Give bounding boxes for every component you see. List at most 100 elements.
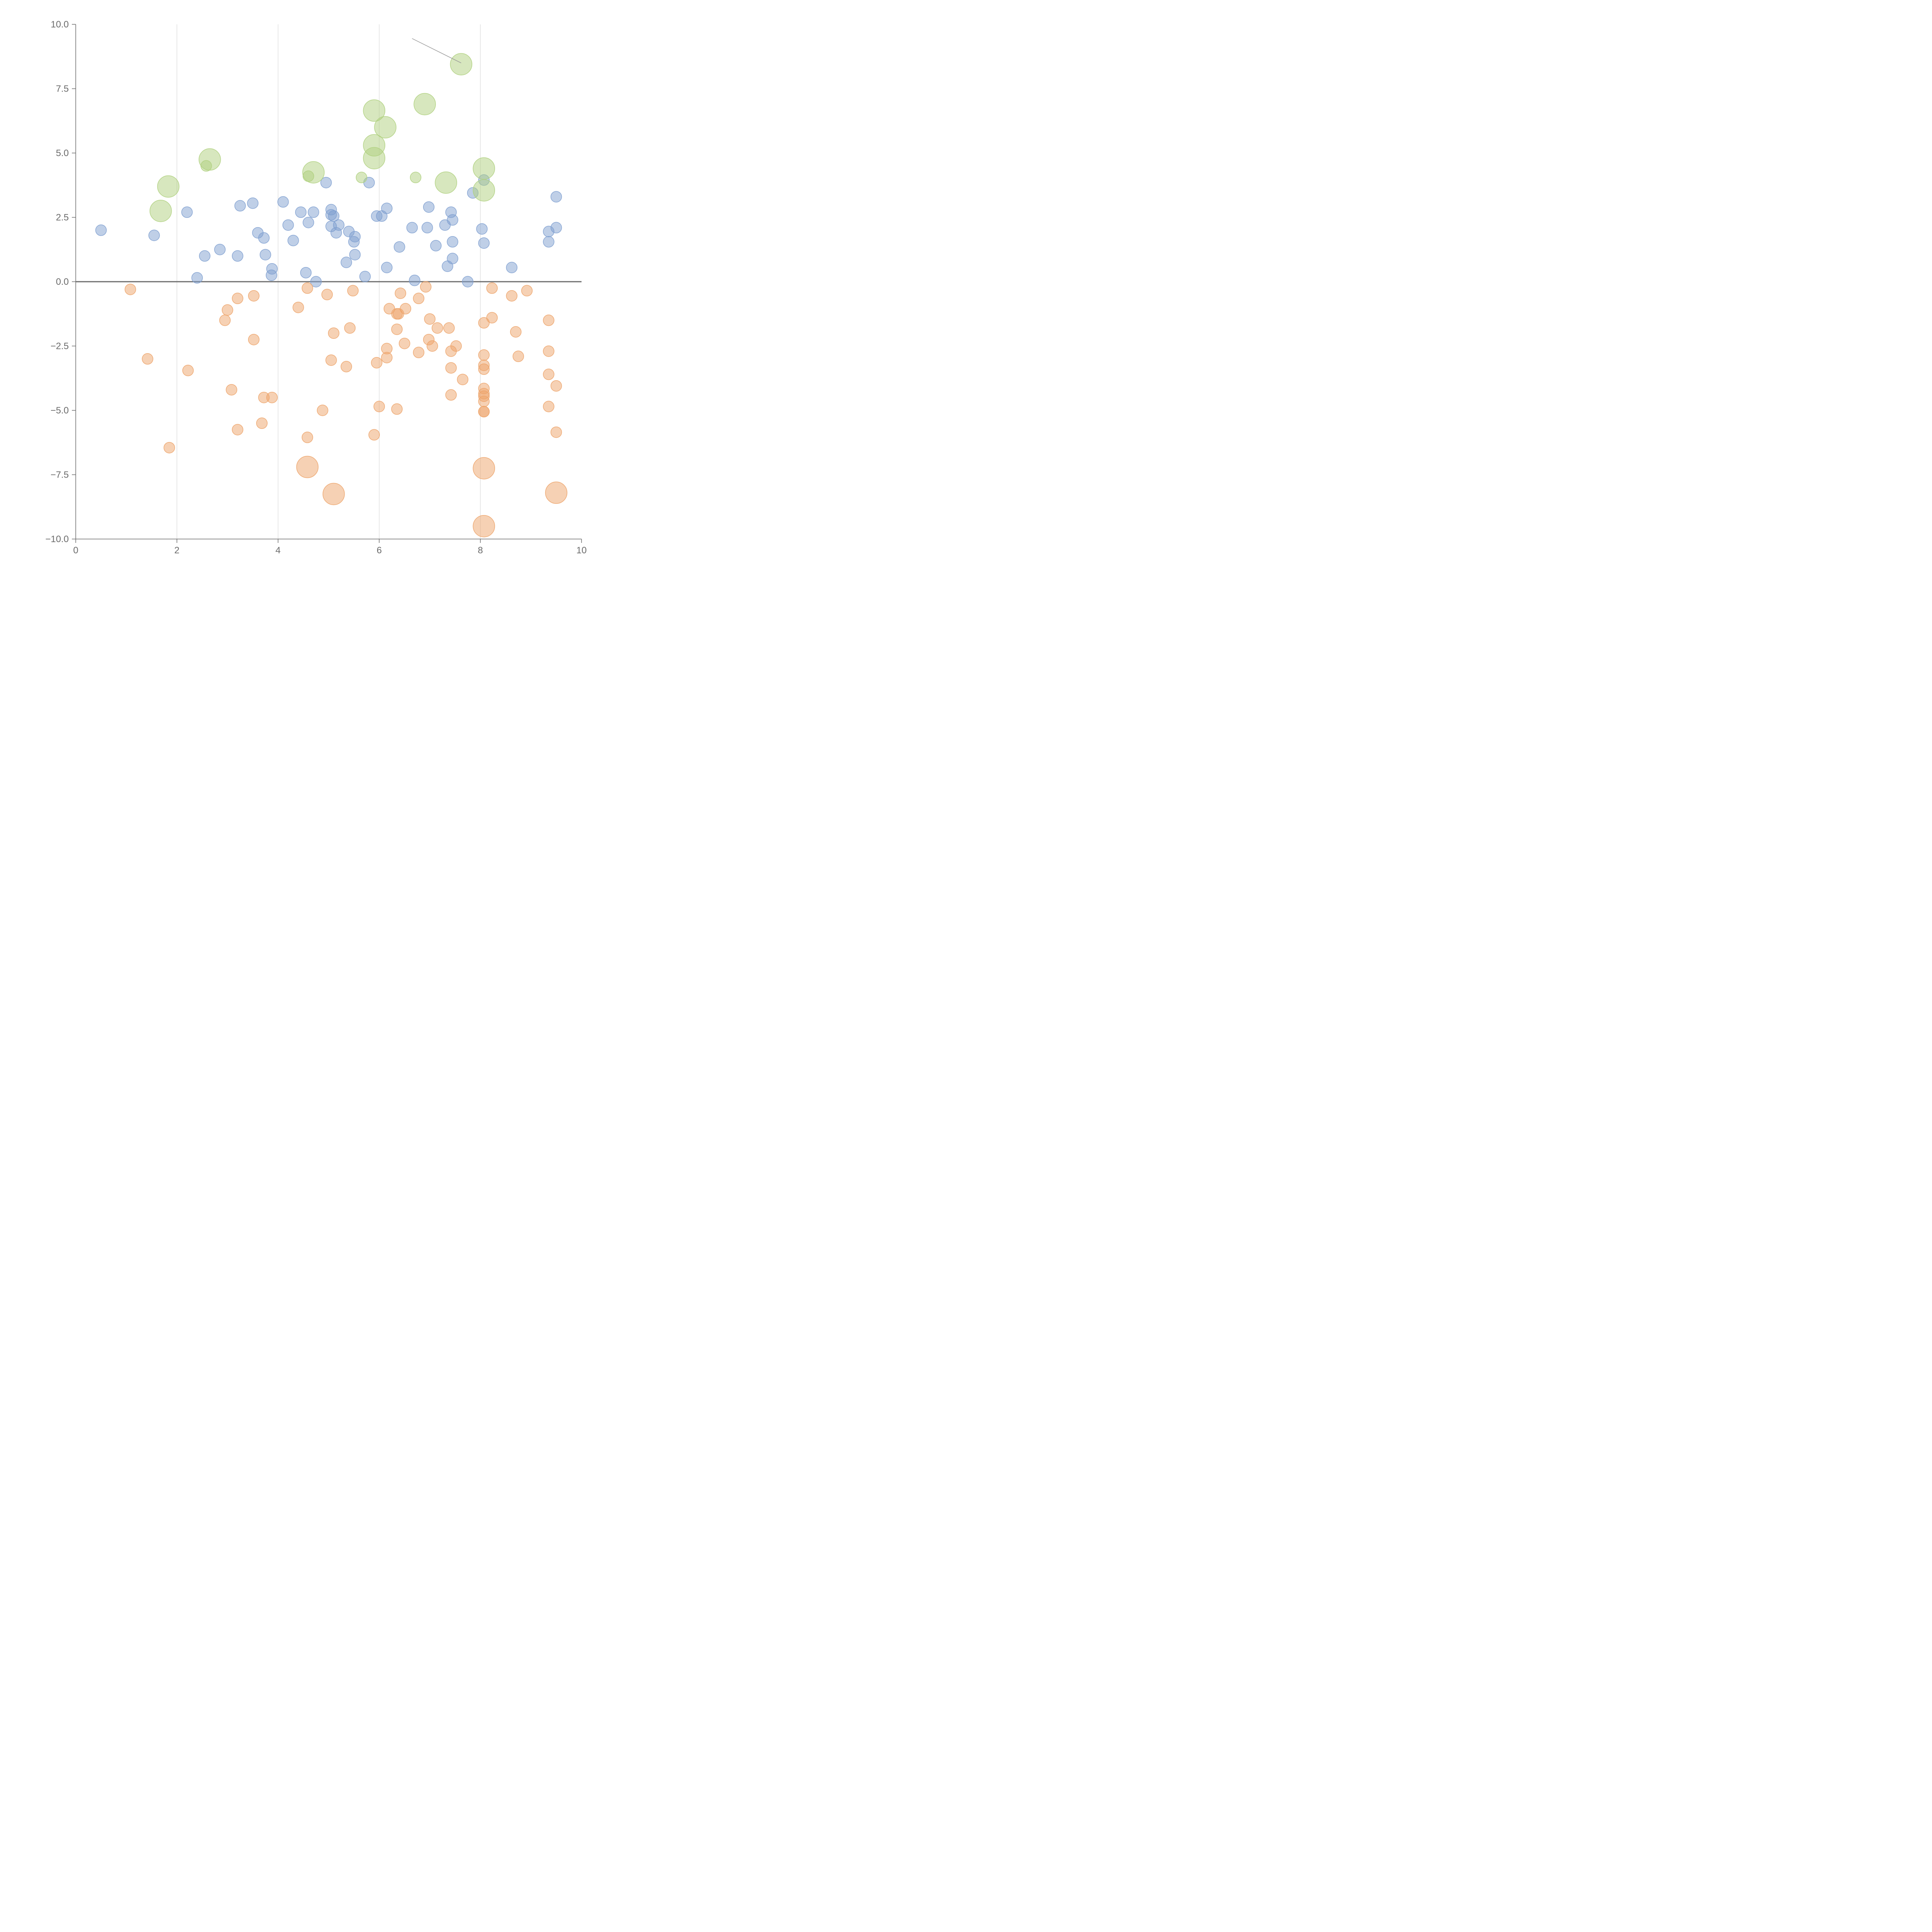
- blue-point: [191, 272, 203, 284]
- orange-point: [486, 282, 498, 294]
- y-tick-label: −10.0: [45, 534, 69, 544]
- y-tick-label: −5.0: [51, 405, 69, 416]
- orange-point: [373, 401, 385, 412]
- chart-canvas: 10.0 7.5 5.0 2.5 0.0 −2.5 −5.0 −7.5 −10.0 0 2 4 6 8 10: [45, 19, 587, 556]
- blue-point: [447, 236, 458, 248]
- orange-point: [478, 395, 490, 407]
- blue-point: [295, 206, 307, 218]
- orange-point: [478, 406, 490, 418]
- orange-point: [445, 389, 457, 401]
- green-point: [302, 161, 325, 184]
- orange-point: [550, 380, 562, 392]
- blue-point: [406, 222, 418, 233]
- blue-point: [310, 276, 322, 287]
- orange-point: [293, 301, 304, 313]
- orange-point: [443, 322, 455, 334]
- blue-point: [478, 237, 490, 249]
- blue-point: [287, 235, 299, 247]
- green-point: [473, 157, 495, 180]
- orange-point: [400, 303, 412, 315]
- x-tick-label: 10: [577, 545, 587, 556]
- green-point: [157, 175, 180, 198]
- annotation-layer: [412, 38, 461, 63]
- blue-point: [394, 241, 405, 253]
- orange-point: [301, 432, 313, 443]
- green-point: [435, 171, 457, 194]
- green-point: [413, 93, 436, 116]
- orange-point: [347, 285, 359, 297]
- orange-point: [543, 369, 554, 380]
- y-tick-label: 0.0: [56, 277, 69, 287]
- orange-point: [473, 515, 495, 537]
- orange-point: [248, 334, 260, 345]
- blue-point: [423, 201, 435, 213]
- blue-point: [308, 206, 319, 218]
- blue-point: [349, 231, 361, 243]
- orange-point: [232, 424, 243, 435]
- green-point: [363, 134, 386, 156]
- orange-point: [344, 322, 356, 334]
- blue-point: [265, 269, 277, 281]
- green-point: [473, 179, 495, 202]
- blue-point: [430, 240, 442, 252]
- orange-point: [427, 340, 438, 352]
- blue-point: [381, 262, 393, 274]
- orange-point: [391, 403, 403, 415]
- orange-point: [413, 293, 425, 304]
- blue-point: [550, 222, 562, 233]
- blue-point: [333, 219, 345, 231]
- blue-point: [462, 276, 474, 287]
- y-tick-label: 5.0: [56, 148, 69, 158]
- orange-point: [432, 322, 443, 334]
- orange-point: [478, 317, 490, 329]
- orange-point: [391, 323, 403, 335]
- blue-point: [476, 223, 488, 235]
- axes-layer: 10.0 7.5 5.0 2.5 0.0 −2.5 −5.0 −7.5 −10.0 0 2 4 6 8 10: [45, 19, 587, 556]
- orange-point: [328, 327, 340, 339]
- orange-point: [545, 481, 568, 504]
- blue-point: [543, 236, 554, 248]
- green-point: [363, 99, 386, 122]
- orange-point: [478, 349, 490, 361]
- orange-point: [399, 338, 410, 349]
- blue-point: [422, 222, 433, 233]
- blue-point: [258, 232, 270, 244]
- blue-point: [260, 249, 271, 260]
- y-tick-label: 7.5: [56, 84, 69, 94]
- y-tick-label: −7.5: [51, 470, 69, 480]
- orange-point: [550, 426, 562, 438]
- orange-point: [506, 290, 518, 302]
- blue-point: [95, 224, 107, 236]
- blue-point: [340, 257, 352, 268]
- green-point: [150, 200, 172, 222]
- blue-point: [409, 274, 420, 286]
- points-layer: [95, 53, 568, 537]
- orange-point: [325, 354, 337, 366]
- blue-point: [359, 270, 371, 282]
- orange-point: [266, 391, 278, 403]
- orange-point: [368, 429, 380, 441]
- orange-point: [182, 365, 194, 376]
- orange-point: [226, 384, 237, 396]
- annotation-leader-line: [412, 38, 461, 63]
- x-tick-label: 0: [73, 545, 78, 556]
- orange-point: [163, 442, 175, 454]
- x-tick-label: 4: [276, 545, 281, 556]
- blue-point: [447, 253, 458, 264]
- orange-point: [395, 287, 406, 299]
- blue-point: [303, 217, 314, 228]
- green-point: [355, 172, 367, 184]
- green-point: [450, 53, 473, 75]
- blue-point: [300, 267, 312, 279]
- green-point: [410, 172, 422, 184]
- orange-point: [322, 483, 345, 505]
- orange-point: [420, 281, 432, 293]
- blue-point: [277, 196, 289, 208]
- orange-point: [219, 315, 231, 326]
- orange-point: [543, 401, 554, 412]
- blue-point: [234, 200, 246, 212]
- x-tick-label: 6: [377, 545, 382, 556]
- blue-point: [381, 202, 393, 214]
- blue-point: [349, 249, 361, 260]
- orange-point: [317, 405, 328, 416]
